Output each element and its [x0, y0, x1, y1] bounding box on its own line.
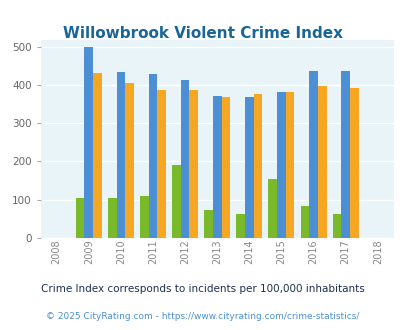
Text: Crime Index corresponds to incidents per 100,000 inhabitants: Crime Index corresponds to incidents per… — [41, 284, 364, 294]
Bar — [93, 73, 102, 238]
Bar — [84, 47, 93, 238]
Text: © 2025 CityRating.com - https://www.cityrating.com/crime-statistics/: © 2025 CityRating.com - https://www.city… — [46, 313, 359, 321]
Bar — [349, 87, 358, 238]
Bar — [244, 97, 253, 238]
Bar — [341, 71, 349, 238]
Bar — [172, 165, 180, 238]
Bar — [108, 198, 116, 238]
Bar — [140, 196, 148, 238]
Bar — [332, 214, 341, 238]
Bar — [253, 94, 262, 238]
Bar — [157, 90, 166, 238]
Bar — [317, 86, 326, 238]
Bar — [148, 74, 157, 238]
Bar — [212, 96, 221, 238]
Bar — [277, 92, 285, 238]
Text: Willowbrook Violent Crime Index: Willowbrook Violent Crime Index — [63, 26, 342, 41]
Bar — [189, 90, 198, 238]
Bar — [221, 97, 230, 238]
Bar — [125, 83, 134, 238]
Bar — [116, 72, 125, 238]
Bar — [76, 198, 84, 238]
Bar — [180, 80, 189, 238]
Bar — [204, 210, 212, 238]
Bar — [300, 206, 309, 238]
Bar — [236, 214, 244, 238]
Bar — [309, 71, 317, 238]
Bar — [268, 179, 277, 238]
Bar — [285, 92, 294, 238]
